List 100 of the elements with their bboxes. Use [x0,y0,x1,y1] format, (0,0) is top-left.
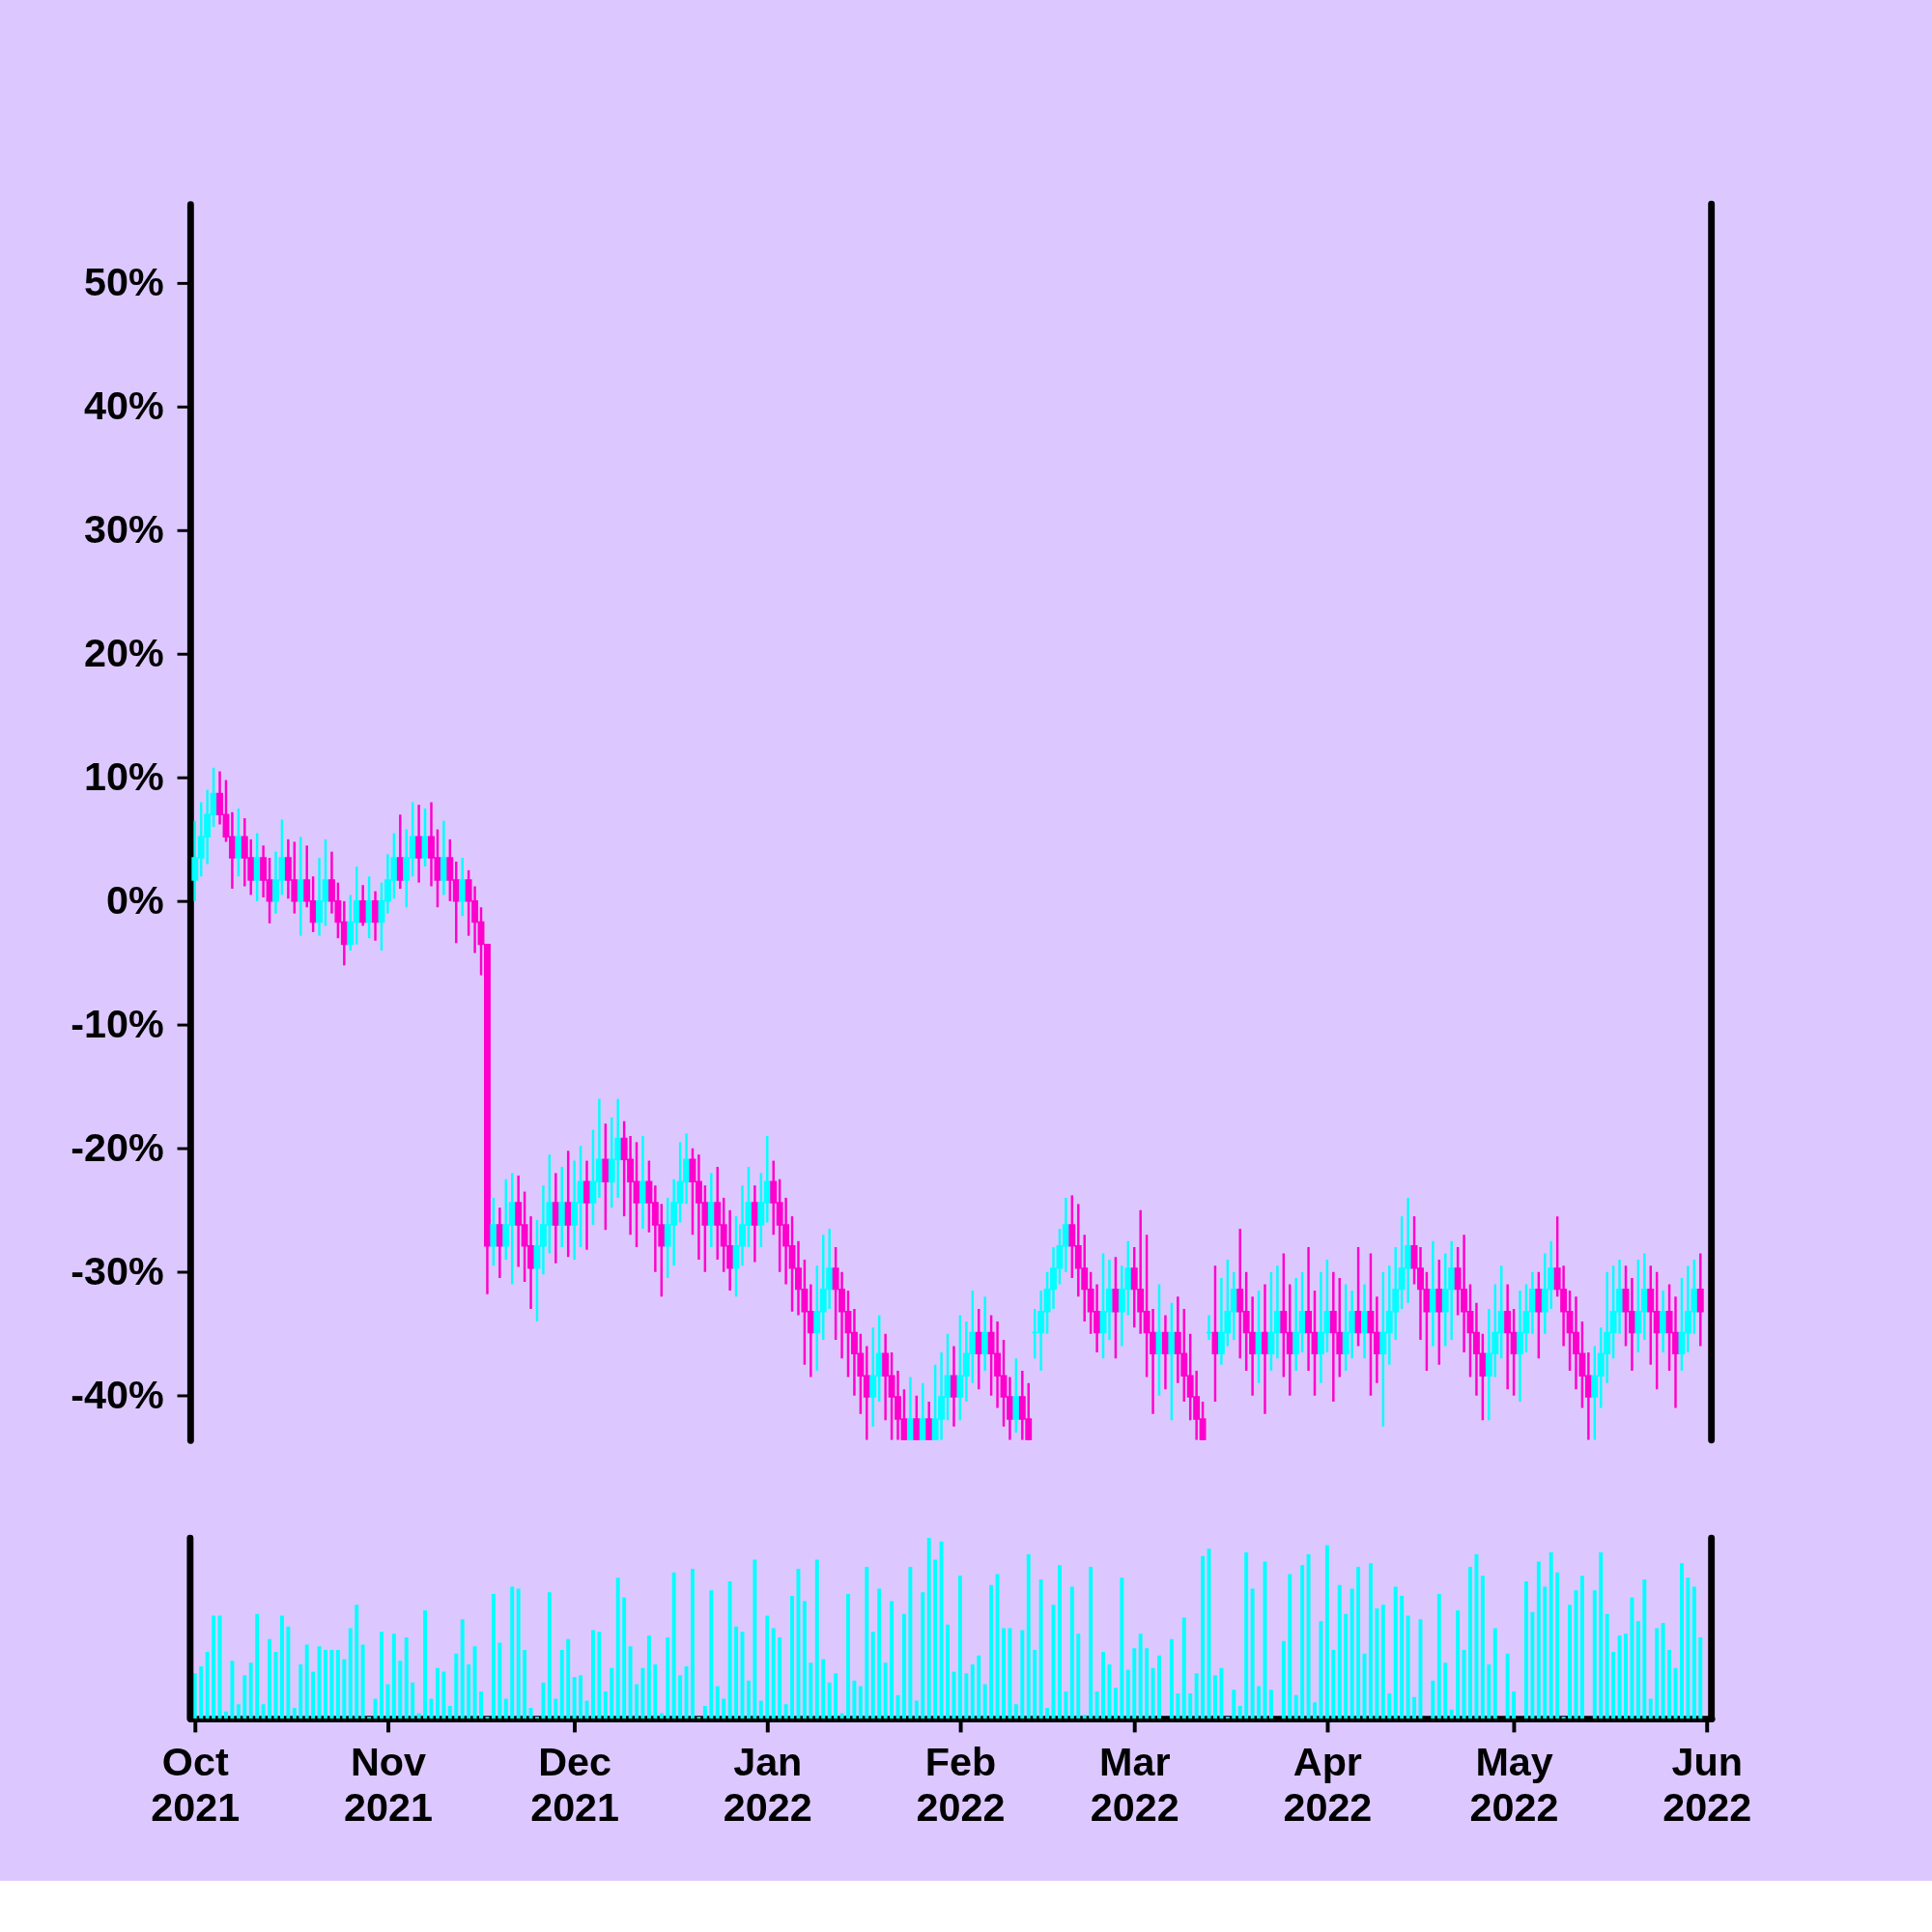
bar [995,1574,1000,1719]
y-tick-label: -40% [71,1372,164,1417]
bar [1319,1621,1323,1719]
bar [890,1601,895,1719]
bar [901,1613,906,1719]
bar [1201,1555,1206,1719]
bar [1306,1553,1311,1719]
bar [921,1592,925,1719]
bar [1002,1628,1006,1719]
candlestick [925,1400,933,1440]
bar [1661,1623,1665,1719]
bar [467,1664,471,1719]
bar [304,1644,309,1719]
bar [1492,1628,1497,1719]
bar [1268,1690,1273,1719]
candlestick [564,1150,572,1259]
bar [1412,1696,1417,1719]
bar [1337,1584,1342,1719]
candlestick [913,1394,921,1440]
bar [666,1636,670,1719]
bar [622,1597,627,1719]
bar [946,1624,950,1719]
candlestick [558,1165,566,1249]
bar [441,1671,446,1719]
bar [566,1638,571,1719]
bar [802,1601,807,1719]
bar [1480,1576,1485,1719]
bar [709,1590,714,1719]
candlestick [1435,1258,1443,1366]
bar [1293,1694,1298,1719]
bar [355,1605,359,1719]
bar [1064,1691,1068,1719]
bar [261,1704,266,1719]
bar [653,1664,658,1719]
bar [1344,1613,1349,1719]
bar [435,1667,440,1719]
bar [1219,1667,1224,1719]
bar [1579,1576,1584,1719]
bar [416,1713,421,1719]
bar [678,1675,683,1719]
bar [1176,1692,1180,1719]
bar [1462,1650,1466,1719]
bar [510,1586,515,1719]
bar [957,1576,962,1719]
bar [317,1646,322,1719]
bar [1375,1608,1379,1719]
bar [1288,1574,1293,1719]
bar [1456,1609,1461,1719]
y-tick-label: 30% [84,507,164,553]
bar [1020,1630,1025,1719]
bar [1026,1553,1031,1719]
bar [989,1584,994,1719]
bar [908,1567,913,1719]
bar [1680,1563,1684,1719]
bar [1387,1692,1392,1719]
bar [491,1594,496,1719]
bar [579,1675,583,1719]
bar [1431,1680,1435,1719]
bar [279,1615,284,1719]
bar [603,1691,608,1719]
bar [778,1636,782,1719]
bar [360,1644,365,1719]
bar [516,1588,521,1719]
bar [1592,1590,1597,1719]
bar [454,1653,459,1719]
x-tick-label: Apr 2022 [1283,1739,1373,1830]
bar [311,1671,316,1719]
bar [1045,1707,1050,1719]
y-tick-label: -30% [71,1249,164,1293]
bar [715,1686,720,1719]
bar [1698,1636,1703,1719]
candlestick [1535,1270,1543,1360]
bar [1630,1597,1634,1719]
bar [758,1700,763,1719]
bar [385,1684,390,1719]
bar [839,1713,844,1719]
bar [1013,1704,1018,1719]
bar [1132,1648,1137,1719]
bar [472,1646,477,1719]
bar [1393,1586,1398,1719]
bar [1568,1605,1573,1719]
bar [411,1682,415,1719]
bar [404,1636,409,1719]
bar [1181,1617,1186,1719]
bar [348,1628,353,1719]
bar [335,1650,340,1719]
bar [1089,1567,1094,1719]
bar [671,1572,676,1719]
bar [1331,1650,1336,1719]
bar [691,1568,695,1719]
candlestick [440,819,447,896]
bar [977,1655,981,1719]
bar [1524,1580,1528,1719]
bar [1691,1586,1696,1719]
bar [1617,1635,1622,1719]
bar [1194,1673,1199,1719]
bar [1642,1579,1647,1719]
bar [1237,1706,1242,1719]
bar [684,1665,689,1719]
candlestick [751,1183,758,1264]
